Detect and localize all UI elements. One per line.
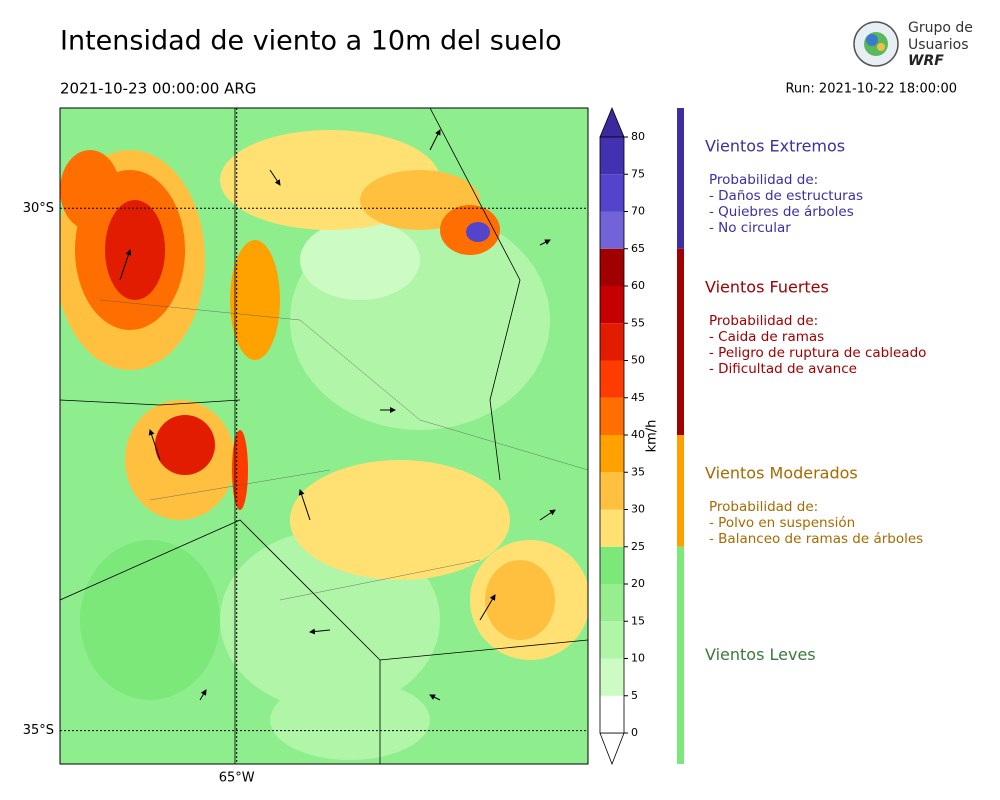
legend-bar (677, 435, 684, 547)
colorbar-tick-label: 5 (631, 689, 638, 702)
colorbar-tick-label: 45 (631, 391, 645, 404)
colorbar-tick-label: 25 (631, 540, 645, 553)
legend-line: - Balanceo de ramas de árboles (709, 531, 923, 547)
legend-line: - No circular (709, 220, 791, 236)
colorbar-tick-label: 30 (631, 503, 645, 516)
colorbar-label: km/h (645, 420, 660, 453)
run-time: Run: 2021-10-22 18:00:00 (785, 82, 957, 97)
colorbar-segment (600, 472, 624, 510)
legend-bar (677, 546, 684, 764)
wind-field (60, 108, 588, 764)
colorbar-segment (600, 695, 624, 733)
colorbar-segment (600, 211, 624, 249)
colorbar-segment (600, 323, 624, 361)
legend-line: - Dificultad de avance (709, 361, 857, 377)
colorbar-segment (600, 546, 624, 584)
colorbar-extend-bottom (599, 732, 625, 766)
legend-title: Vientos Moderados (705, 464, 858, 483)
logo-text: Usuarios (908, 37, 969, 53)
legend-title: Vientos Fuertes (705, 277, 829, 296)
colorbar-tick-label: 65 (631, 242, 645, 255)
colorbar-tick-label: 50 (631, 354, 645, 367)
colorbar-segment (600, 137, 624, 175)
legend-title: Vientos Extremos (705, 137, 845, 156)
legend-line: Probabilidad de: (709, 499, 818, 515)
colorbar-tick-label: 55 (631, 316, 645, 329)
map-frame (59, 107, 589, 765)
colorbar-tick-label: 40 (631, 428, 645, 441)
colorbar-tick-label: 0 (631, 726, 638, 739)
legend-bar (677, 248, 684, 435)
colorbar-tick-label: 15 (631, 614, 645, 627)
colorbar-tick-label: 80 (631, 130, 645, 143)
legend-line: - Peligro de ruptura de cableado (709, 345, 926, 361)
colorbar-segment (600, 621, 624, 659)
legend-title: Vientos Leves (705, 645, 816, 664)
colorbar-segment (600, 248, 624, 286)
legend-line: Probabilidad de: (709, 313, 818, 329)
colorbar-tick-label: 75 (631, 167, 645, 180)
colorbar-tick-label: 70 (631, 205, 645, 218)
legend-line: - Polvo en suspensión (709, 515, 855, 531)
colorbar-segment (600, 509, 624, 547)
lat-label: 30°S (23, 201, 54, 216)
colorbar-tick-label: 20 (631, 577, 645, 590)
colorbar-tick-label: 10 (631, 652, 645, 665)
colorbar-extend-top (599, 106, 625, 138)
colorbar-tick-label: 60 (631, 279, 645, 292)
legend-line: - Caida de ramas (709, 329, 824, 345)
colorbar-segment (600, 360, 624, 398)
lon-label: 65°W (219, 771, 255, 786)
colorbar-segment (600, 435, 624, 473)
colorbar-segment (600, 286, 624, 324)
legend-line: - Quiebres de árboles (709, 204, 854, 220)
colorbar-tick-label: 35 (631, 465, 645, 478)
legend-line: - Daños de estructuras (709, 188, 863, 204)
logo: Grupo de Usuarios WRF (853, 20, 973, 69)
colorbar-segment (600, 584, 624, 622)
logo-text: Grupo de (908, 20, 973, 36)
lat-label: 35°S (23, 723, 54, 738)
logo-text: WRF (908, 53, 944, 69)
title: Intensidad de viento a 10m del suelo (60, 26, 562, 57)
colorbar-segment (600, 397, 624, 435)
legend-bar (677, 108, 684, 249)
valid-time: 2021-10-23 00:00:00 ARG (60, 80, 256, 98)
colorbar-segment (600, 174, 624, 212)
legend-line: Probabilidad de: (709, 172, 818, 188)
colorbar-segment (600, 658, 624, 696)
